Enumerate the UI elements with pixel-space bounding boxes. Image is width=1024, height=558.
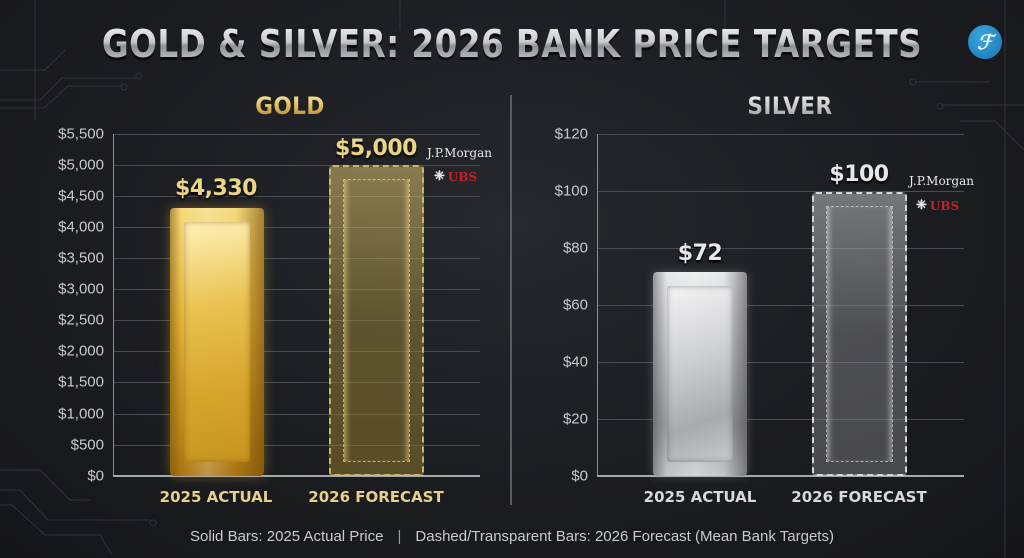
- y-tick: $0: [571, 467, 588, 485]
- y-tick: $80: [562, 239, 588, 257]
- y-tick: $2,000: [58, 342, 104, 360]
- silver-x-axis: [597, 475, 964, 477]
- gridline: [113, 320, 480, 321]
- gold-forecast-bar[interactable]: [329, 165, 424, 476]
- silver-y-axis: [597, 134, 598, 477]
- legend-solid-note: Solid Bars: 2025 Actual Price: [190, 528, 384, 545]
- y-tick: $1,500: [58, 373, 104, 391]
- legend-footer: Solid Bars: 2025 Actual Price | Dashed/Tra…: [0, 528, 1024, 545]
- page-title: GOLD & SILVER: 2026 BANK PRICE TARGETS: [72, 22, 953, 66]
- gridline: [113, 196, 480, 197]
- gridline: [597, 305, 964, 306]
- gold-actual-value-label: $4,330: [175, 176, 257, 201]
- gridline: [113, 258, 480, 259]
- silver-panel-title: SILVER: [709, 92, 871, 120]
- gridline: [597, 362, 964, 363]
- gridline: [113, 351, 480, 352]
- page-title-shadow: GOLD & SILVER: 2026 BANK PRICE TARGETS: [72, 25, 953, 69]
- gridline: [597, 191, 964, 192]
- bar-face: [826, 206, 893, 462]
- legend-dashed-note: Dashed/Transparent Bars: 2026 Forecast (…: [415, 528, 834, 545]
- gridline: [113, 165, 480, 166]
- y-tick: $3,500: [58, 249, 104, 267]
- y-tick: $100: [554, 182, 588, 200]
- legend-separator: |: [397, 528, 402, 545]
- gridline: [113, 134, 480, 135]
- bar-face: [667, 286, 733, 462]
- gold-chart: $5,500 $5,000 $4,500 $4,000 $3,500 $3,00…: [0, 0, 492, 558]
- y-tick: $0: [87, 467, 104, 485]
- gold-y-axis: [113, 134, 114, 477]
- jpmorgan-label: J.P.Morgan: [909, 174, 974, 188]
- silver-actual-bar[interactable]: [653, 272, 747, 476]
- gold-actual-bar[interactable]: [170, 208, 264, 476]
- y-tick: $3,000: [58, 280, 104, 298]
- y-tick: $500: [70, 436, 104, 454]
- y-tick: $2,500: [58, 311, 104, 329]
- gold-category-actual: 2025 ACTUAL: [159, 488, 273, 506]
- logo-glyph: ℱ: [977, 30, 993, 54]
- gridline: [113, 289, 480, 290]
- y-tick: $40: [562, 353, 588, 371]
- gridline: [113, 382, 480, 383]
- y-tick: $5,000: [58, 156, 104, 174]
- y-tick: $20: [562, 410, 588, 428]
- y-tick: $60: [562, 296, 588, 314]
- y-tick: $120: [554, 125, 588, 143]
- ubs-keys-icon: ❈: [434, 169, 445, 184]
- silver-y-axis-labels: $120 $100 $80 $60 $40 $20 $0: [520, 0, 588, 558]
- silver-actual-value-label: $72: [677, 241, 723, 266]
- silver-category-forecast: 2026 FORECAST: [791, 488, 927, 506]
- gridline: [597, 419, 964, 420]
- y-tick: $4,000: [58, 218, 104, 236]
- ubs-text: UBS: [929, 198, 960, 213]
- gridline: [113, 227, 480, 228]
- ubs-text: UBS: [447, 169, 478, 184]
- ubs-label: ❈ UBS: [916, 198, 959, 213]
- gold-forecast-value-label: $5,000: [335, 136, 417, 161]
- y-tick: $4,500: [58, 187, 104, 205]
- silver-forecast-bar[interactable]: [812, 192, 907, 476]
- gridline: [113, 445, 480, 446]
- gold-x-axis: [113, 475, 480, 477]
- ubs-keys-icon: ❈: [916, 198, 927, 213]
- panel-divider: [510, 95, 512, 505]
- bar-face: [184, 222, 250, 462]
- gridline: [597, 134, 964, 135]
- gridline: [113, 414, 480, 415]
- silver-category-actual: 2025 ACTUAL: [643, 488, 757, 506]
- gold-y-axis-labels: $5,500 $5,000 $4,500 $4,000 $3,500 $3,00…: [0, 0, 104, 558]
- brand-logo-icon[interactable]: ℱ: [968, 25, 1002, 59]
- gold-category-forecast: 2026 FORECAST: [308, 488, 444, 506]
- bar-face: [343, 179, 410, 462]
- y-tick: $5,500: [58, 125, 104, 143]
- gridline: [597, 248, 964, 249]
- ubs-label: ❈ UBS: [434, 169, 477, 184]
- silver-forecast-value-label: $100: [829, 162, 889, 187]
- jpmorgan-label: J.P.Morgan: [427, 146, 492, 160]
- gold-panel-title: GOLD: [209, 92, 371, 120]
- y-tick: $1,000: [58, 405, 104, 423]
